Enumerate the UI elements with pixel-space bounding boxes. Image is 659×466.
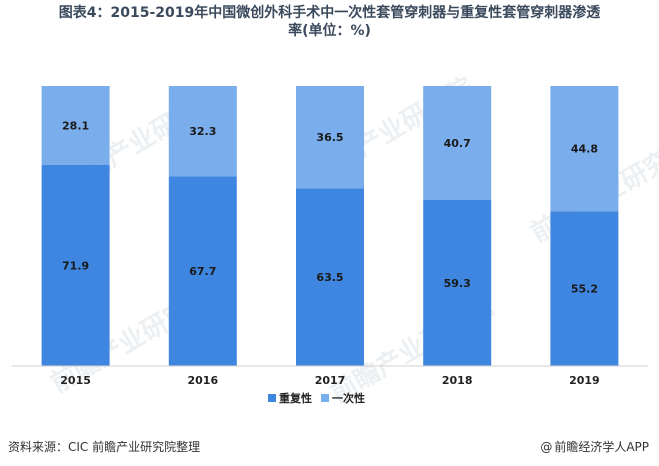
bar-reusable-2015 bbox=[41, 164, 110, 366]
data-label: 36.5 bbox=[316, 131, 343, 144]
x-tick-label: 2016 bbox=[187, 374, 218, 387]
data-label: 67.7 bbox=[189, 265, 216, 278]
bar-disposable-2018 bbox=[423, 86, 492, 200]
chart-title-line2: 率(单位：%) bbox=[288, 23, 371, 39]
brand-label: 前瞻经济学人APP bbox=[554, 440, 649, 454]
brand: @ 前瞻经济学人APP bbox=[540, 438, 649, 455]
x-tick-label: 2015 bbox=[60, 374, 91, 387]
data-label: 32.3 bbox=[189, 125, 216, 138]
data-label: 59.3 bbox=[444, 277, 471, 290]
legend-label: 一次性 bbox=[332, 391, 365, 405]
data-label: 40.7 bbox=[444, 137, 471, 150]
data-label: 44.8 bbox=[571, 143, 598, 156]
chart-title: 图表4：2015-2019年中国微创外科手术中一次性套管穿刺器与重复性套管穿刺器… bbox=[0, 4, 659, 40]
bar-reusable-2017 bbox=[296, 188, 364, 366]
data-label: 63.5 bbox=[316, 271, 343, 284]
bar-reusable-2016 bbox=[168, 176, 237, 366]
at-icon: @ bbox=[540, 440, 553, 454]
data-label: 55.2 bbox=[571, 283, 598, 296]
x-tick-label: 2018 bbox=[442, 374, 473, 387]
bar-reusable-2018 bbox=[423, 199, 492, 366]
source-note: 资料来源：CIC 前瞻产业研究院整理 bbox=[8, 440, 201, 454]
x-tick-label: 2019 bbox=[569, 374, 600, 387]
chart-title-line1: 图表4：2015-2019年中国微创外科手术中一次性套管穿刺器与重复性套管穿刺器… bbox=[58, 5, 601, 21]
x-tick-label: 2017 bbox=[315, 374, 346, 387]
bar-disposable-2015 bbox=[41, 86, 110, 165]
legend-swatch bbox=[268, 394, 276, 402]
legend-swatch bbox=[321, 394, 329, 402]
bar-disposable-2017 bbox=[296, 86, 364, 189]
data-label: 71.9 bbox=[62, 259, 89, 272]
legend-label: 重复性 bbox=[279, 391, 312, 405]
bar-disposable-2016 bbox=[168, 86, 237, 177]
data-label: 28.1 bbox=[62, 119, 89, 132]
bar-disposable-2019 bbox=[550, 86, 619, 212]
bar-reusable-2019 bbox=[550, 211, 619, 366]
